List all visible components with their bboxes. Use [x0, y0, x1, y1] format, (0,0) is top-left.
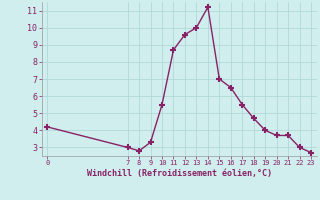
X-axis label: Windchill (Refroidissement éolien,°C): Windchill (Refroidissement éolien,°C) [87, 169, 272, 178]
